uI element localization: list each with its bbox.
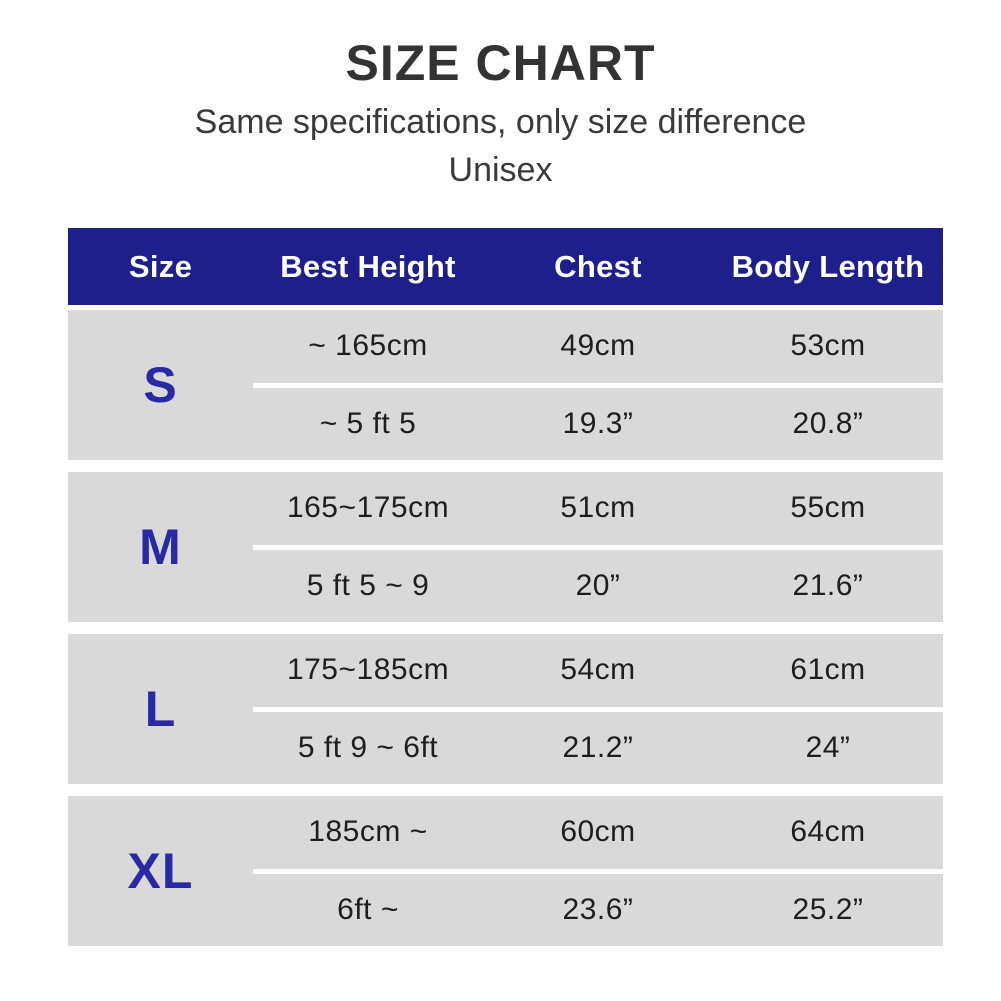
page-heading: SIZE CHART Same specifications, only siz… <box>0 38 1001 190</box>
cell-s-length-cm: 53cm <box>790 329 866 363</box>
imperial-subrow-l: 5 ft 9 ~ 6ft 21.2” 24” <box>253 712 943 785</box>
size-label-m: M <box>139 519 182 575</box>
cell-m-height-ft: 5 ft 5 ~ 9 <box>306 568 430 602</box>
cell-l-chest-cm: 54cm <box>560 653 636 687</box>
size-group-xl: XL 185cm ~ 60cm 64cm 6ft ~ 23.6” 25.2” <box>68 796 943 946</box>
cell-xl-height-cm: 185cm ~ <box>308 815 428 849</box>
size-chart-table: Size Best Height Chest Body Length S ~ 1… <box>68 228 943 946</box>
metric-subrow-xl: 185cm ~ 60cm 64cm <box>253 796 943 869</box>
size-group-s: S ~ 165cm 49cm 53cm ~ 5 ft 5 19.3” 20.8” <box>68 310 943 460</box>
cell-m-height-cm: 165~175cm <box>286 491 450 525</box>
size-group-l-data: 175~185cm 54cm 61cm 5 ft 9 ~ 6ft 21.2” 2… <box>253 634 943 784</box>
header-cell-best-height: Best Height <box>280 248 456 284</box>
cell-s-chest-in: 19.3” <box>562 406 634 440</box>
cell-xl-length-in: 25.2” <box>792 892 864 926</box>
row-divider <box>253 382 943 388</box>
cell-s-chest-cm: 49cm <box>560 329 636 363</box>
table-header-row: Size Best Height Chest Body Length <box>68 228 943 305</box>
audience-label: Unisex <box>448 151 553 189</box>
cell-xl-height-ft: 6ft ~ <box>337 892 399 926</box>
cell-l-chest-in: 21.2” <box>562 730 634 764</box>
metric-subrow-m: 165~175cm 51cm 55cm <box>253 472 943 545</box>
header-cell-chest: Chest <box>554 248 642 284</box>
cell-s-length-in: 20.8” <box>792 406 864 440</box>
cell-l-height-ft: 5 ft 9 ~ 6ft <box>297 730 439 764</box>
cell-xl-chest-cm: 60cm <box>560 815 636 849</box>
header-cell-body-length: Body Length <box>731 248 925 284</box>
page-title: SIZE CHART <box>345 35 656 91</box>
size-label-s: S <box>143 357 178 413</box>
imperial-subrow-xl: 6ft ~ 23.6” 25.2” <box>253 874 943 947</box>
size-label-xl: XL <box>127 843 194 899</box>
page-subtitle: Same specifications, only size differenc… <box>194 103 807 141</box>
imperial-subrow-s: ~ 5 ft 5 19.3” 20.8” <box>253 388 943 461</box>
cell-m-chest-cm: 51cm <box>560 491 636 525</box>
size-group-m-data: 165~175cm 51cm 55cm 5 ft 5 ~ 9 20” 21.6” <box>253 472 943 622</box>
cell-l-length-cm: 61cm <box>790 653 866 687</box>
cell-l-length-in: 24” <box>805 730 851 764</box>
cell-s-height-cm: ~ 165cm <box>308 329 428 363</box>
row-divider <box>253 706 943 712</box>
imperial-subrow-m: 5 ft 5 ~ 9 20” 21.6” <box>253 550 943 623</box>
size-label-l: L <box>144 681 177 737</box>
cell-xl-length-cm: 64cm <box>790 815 866 849</box>
metric-subrow-l: 175~185cm 54cm 61cm <box>253 634 943 707</box>
cell-m-length-cm: 55cm <box>790 491 866 525</box>
cell-xl-chest-in: 23.6” <box>562 892 634 926</box>
size-group-m: M 165~175cm 51cm 55cm 5 ft 5 ~ 9 20” 21.… <box>68 472 943 622</box>
cell-m-chest-in: 20” <box>575 568 621 602</box>
header-cell-size: Size <box>128 248 193 284</box>
size-group-xl-data: 185cm ~ 60cm 64cm 6ft ~ 23.6” 25.2” <box>253 796 943 946</box>
size-group-l: L 175~185cm 54cm 61cm 5 ft 9 ~ 6ft 21.2”… <box>68 634 943 784</box>
row-divider <box>253 868 943 874</box>
size-group-s-data: ~ 165cm 49cm 53cm ~ 5 ft 5 19.3” 20.8” <box>253 310 943 460</box>
metric-subrow-s: ~ 165cm 49cm 53cm <box>253 310 943 383</box>
cell-s-height-ft: ~ 5 ft 5 <box>319 406 417 440</box>
cell-l-height-cm: 175~185cm <box>286 653 450 687</box>
cell-m-length-in: 21.6” <box>792 568 864 602</box>
row-divider <box>253 544 943 550</box>
